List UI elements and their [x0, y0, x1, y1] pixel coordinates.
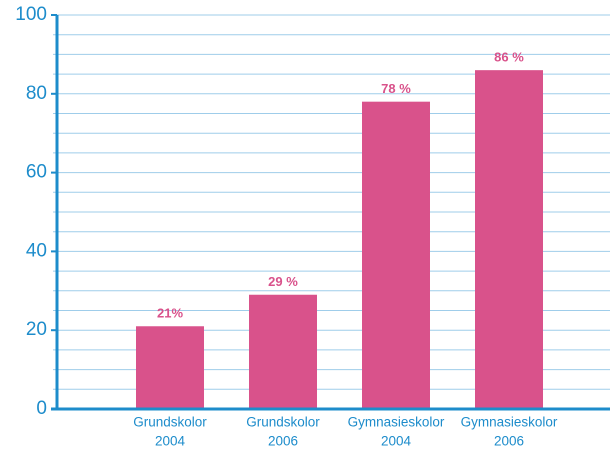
- x-tick-label: 2006: [268, 434, 298, 449]
- y-tick-label: 0: [36, 398, 47, 419]
- x-tick-label: 2004: [381, 434, 412, 449]
- x-tick-label: Gymnasieskolor: [461, 415, 558, 430]
- x-tick-label: Grundskolor: [246, 415, 320, 430]
- y-tick-label: 20: [26, 319, 47, 340]
- value-label: 29 %: [268, 274, 298, 289]
- bar: [136, 326, 204, 409]
- bar: [249, 294, 317, 409]
- value-label: 86 %: [494, 50, 524, 65]
- x-tick-label: 2004: [155, 434, 186, 449]
- y-tick-label: 100: [15, 4, 47, 25]
- bar: [362, 101, 430, 410]
- x-tick-label: 2006: [494, 434, 524, 449]
- x-tick-label: Gymnasieskolor: [348, 415, 445, 430]
- y-tick-label: 80: [26, 83, 47, 104]
- value-label: 21%: [157, 306, 183, 321]
- x-tick-label: Grundskolor: [133, 415, 207, 430]
- y-tick-label: 60: [26, 162, 47, 183]
- y-tick-label: 40: [26, 240, 47, 261]
- bar: [475, 70, 543, 409]
- value-label: 78 %: [381, 81, 411, 96]
